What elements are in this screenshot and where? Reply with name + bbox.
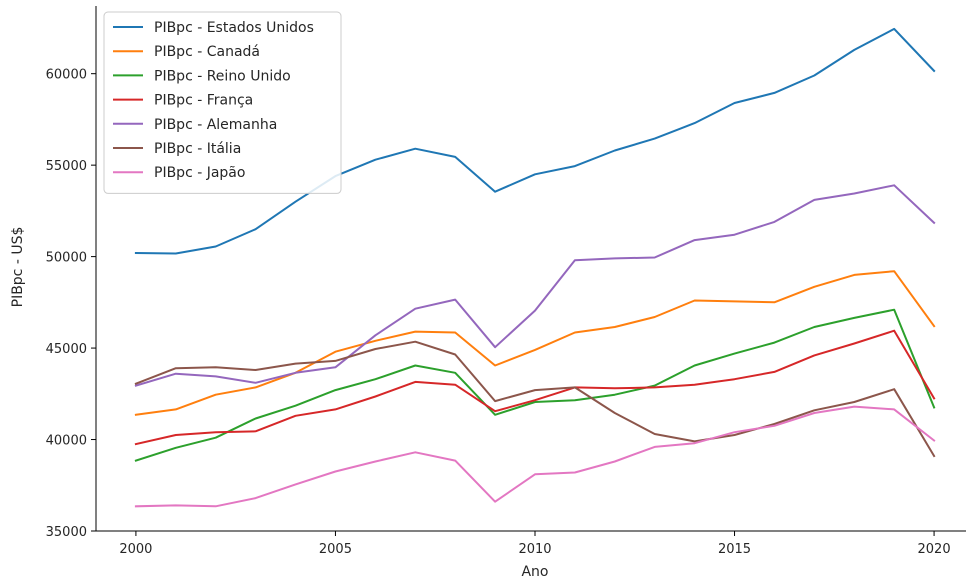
series-line-2 <box>134 308 936 462</box>
axes <box>95 6 966 532</box>
legend-label: PIBpc - França <box>154 93 253 109</box>
series-line-3 <box>134 329 936 446</box>
x-tick-label: 2020 <box>918 542 951 557</box>
x-tick-label: 2005 <box>319 542 352 557</box>
legend-label: PIBpc - Japão <box>154 165 245 181</box>
y-tick-label: 40000 <box>46 434 87 449</box>
x-tick-label: 2000 <box>119 542 152 557</box>
x-tick-label: 2010 <box>518 542 551 557</box>
y-tick-label: 45000 <box>46 342 87 357</box>
legend-label: PIBpc - Alemanha <box>154 117 277 133</box>
series-line-5 <box>134 340 936 458</box>
x-axis-label: Ano <box>521 564 548 579</box>
legend-label: PIBpc - Reino Unido <box>154 68 291 84</box>
legend: PIBpc - Estados Unidos PIBpc - Canadá PIBp… <box>103 11 342 194</box>
series-line-6 <box>134 405 936 508</box>
x-tick-label: 2015 <box>718 542 751 557</box>
series-layer <box>134 27 936 508</box>
y-tick-label: 50000 <box>46 251 87 266</box>
y-tick-label: 60000 <box>46 68 87 83</box>
ticks: 2000 2005 2010 2015 2020 35000 40000 45000 50000… <box>46 68 951 557</box>
series-line-1 <box>134 270 936 416</box>
legend-box <box>103 11 342 194</box>
series-line-0 <box>134 27 936 255</box>
legend-label: PIBpc - Canadá <box>154 44 260 60</box>
series-line-4 <box>134 184 936 387</box>
legend-label: PIBpc - Itália <box>154 141 241 157</box>
y-axis-label: PIBpc - US$ <box>10 227 26 308</box>
y-tick-label: 35000 <box>46 525 87 540</box>
legend-label: PIBpc - Estados Unidos <box>154 20 314 36</box>
y-tick-label: 55000 <box>46 159 87 174</box>
